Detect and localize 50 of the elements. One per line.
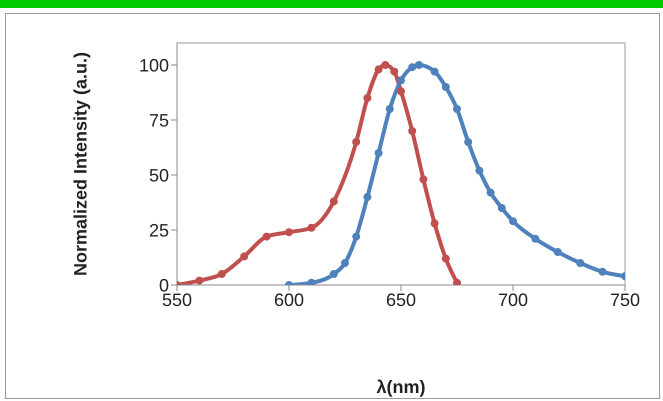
point	[430, 68, 439, 76]
y-tick-label: 50	[148, 165, 169, 186]
point	[419, 175, 428, 184]
point	[531, 234, 540, 243]
point	[554, 248, 562, 256]
point	[453, 105, 461, 113]
point	[397, 87, 405, 96]
point	[442, 83, 450, 91]
point	[240, 252, 248, 260]
point	[363, 94, 372, 102]
point	[509, 217, 517, 226]
point	[442, 254, 450, 263]
y-tick-label: 25	[148, 220, 169, 240]
point	[218, 270, 226, 278]
point	[381, 61, 390, 69]
point	[486, 188, 495, 197]
point	[498, 204, 506, 212]
x-tick-label: 750	[610, 290, 640, 310]
point	[464, 138, 472, 146]
point	[374, 65, 383, 74]
y-tick-label: 100	[138, 55, 169, 76]
point	[576, 259, 584, 267]
point	[262, 232, 271, 241]
y-tick-label: 75	[148, 110, 169, 130]
point	[453, 278, 461, 285]
point	[352, 232, 360, 241]
x-tick-label: 600	[274, 290, 304, 310]
point	[307, 224, 316, 232]
x-axis-title: λ(nm)	[376, 377, 426, 397]
x-tick-label: 650	[386, 290, 416, 310]
point	[195, 276, 204, 285]
point	[341, 259, 349, 267]
point	[386, 105, 394, 113]
point	[285, 228, 293, 236]
point	[430, 219, 439, 228]
point	[408, 63, 416, 72]
point	[307, 278, 316, 285]
point	[414, 61, 423, 69]
point	[475, 166, 484, 175]
x-tick-label: 700	[498, 290, 528, 310]
y-axis-title: Normalized Intensity (a.u.)	[70, 52, 90, 276]
point	[397, 76, 405, 84]
point	[390, 68, 398, 76]
point	[330, 197, 338, 206]
point	[352, 138, 360, 146]
point	[330, 270, 338, 278]
point	[374, 149, 383, 157]
point	[408, 127, 416, 135]
point	[598, 268, 607, 276]
point	[363, 193, 372, 201]
